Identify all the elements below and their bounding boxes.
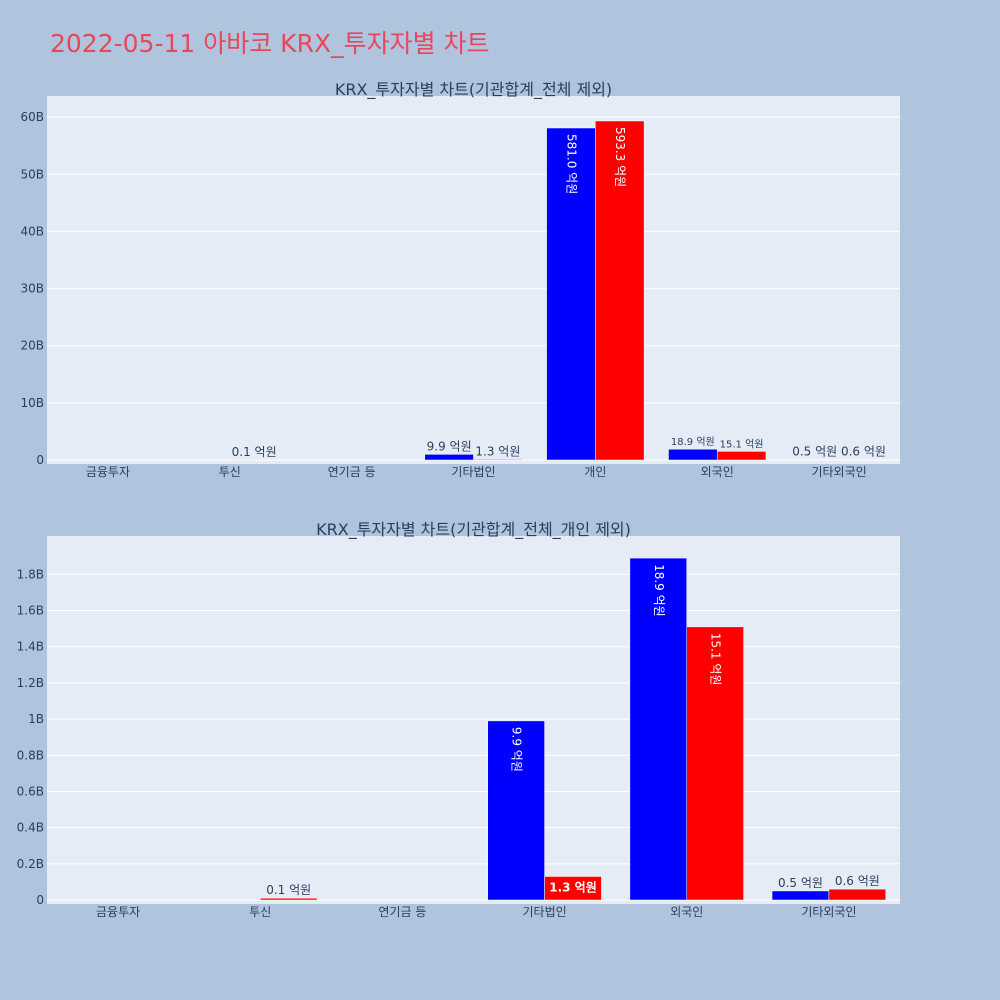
- x-tick-label: 금융투자: [86, 465, 130, 479]
- x-tick-label: 기타외국인: [801, 905, 856, 919]
- y-tick-label: 40B: [20, 224, 44, 238]
- data-label: 1.3 억원: [549, 880, 597, 894]
- y-tick-label: 1.4B: [17, 640, 44, 654]
- x-tick-label: 외국인: [670, 905, 703, 919]
- y-tick-label: 1.2B: [17, 676, 44, 690]
- data-label: 15.1 억원: [720, 438, 764, 450]
- data-label: 1.3 억원: [475, 444, 520, 458]
- x-tick-label: 개인: [584, 465, 606, 479]
- plot-area: [47, 536, 900, 904]
- data-label: 581.0 억원: [564, 134, 578, 194]
- y-tick-label: 0.8B: [17, 748, 44, 762]
- bar: [595, 120, 645, 461]
- data-label: 0.6 억원: [841, 445, 886, 459]
- data-label: 18.9 억원: [671, 436, 715, 448]
- bar: [487, 720, 545, 901]
- y-tick-label: 0: [36, 893, 44, 907]
- chart-2: 0 0.2B 0.4B 0.6B 0.8B 1B 1.2B 1.4B 1.6B 1.8B KRX_투…: [17, 520, 900, 919]
- data-label: 0.5 억원: [778, 876, 823, 890]
- y-tick-label: 0.6B: [17, 784, 44, 798]
- x-tick-label: 외국인: [701, 465, 734, 479]
- bar: [686, 626, 744, 901]
- y-tick-label: 50B: [20, 167, 44, 181]
- y-tick-label: 1.8B: [17, 567, 44, 581]
- bar: [424, 454, 474, 461]
- x-tick-label: 기타법인: [451, 465, 495, 479]
- y-tick-label: 30B: [20, 282, 44, 296]
- y-tick-label: 0.2B: [17, 857, 44, 871]
- data-label: 0.1 억원: [266, 883, 311, 897]
- x-tick-label: 기타법인: [522, 905, 566, 919]
- y-tick-label: 1B: [28, 712, 44, 726]
- bar: [546, 127, 596, 461]
- data-label: 9.9 억원: [427, 439, 472, 453]
- page-title: 2022-05-11 아바코 KRX_투자자별 차트: [50, 29, 490, 58]
- x-tick-label: 연기금 등: [328, 465, 376, 479]
- x-tick-label: 투신: [249, 905, 271, 919]
- data-label: 0.6 억원: [835, 874, 880, 888]
- data-label: 18.9 억원: [652, 564, 666, 617]
- data-label: 15.1 억원: [709, 633, 723, 686]
- x-tick-label: 연기금 등: [378, 905, 426, 919]
- data-label: 0.5 억원: [792, 445, 837, 459]
- bar: [260, 897, 318, 901]
- y-tick-label: 0: [36, 453, 44, 467]
- bar: [668, 448, 718, 461]
- y-tick-label: 0.4B: [17, 821, 44, 835]
- bar: [473, 459, 523, 461]
- data-label: 593.3 억원: [613, 127, 627, 187]
- x-tick-label: 금융투자: [96, 905, 140, 919]
- y-tick-label: 60B: [20, 110, 44, 124]
- x-tick-label: 투신: [219, 465, 241, 479]
- bar: [716, 451, 767, 461]
- bar: [629, 557, 688, 901]
- bar: [771, 890, 830, 901]
- y-tick-label: 1.6B: [17, 604, 44, 618]
- chart-1: 0 10B 20B 30B 40B 50B 60B KRX_투자자별 차트(기관합계_전체 제…: [20, 80, 900, 479]
- bar: [544, 876, 602, 901]
- y-tick-label: 20B: [20, 339, 44, 353]
- data-label: 0.1 억원: [232, 445, 277, 459]
- bar: [828, 888, 887, 901]
- x-tick-label: 기타외국인: [811, 465, 866, 479]
- y-tick-label: 10B: [20, 396, 44, 410]
- chart-title: KRX_투자자별 차트(기관합계_전체 제외): [335, 80, 612, 100]
- data-label: 9.9 억원: [510, 727, 524, 772]
- chart-title: KRX_투자자별 차트(기관합계_전체_개인 제외): [316, 520, 631, 540]
- plot-area: [47, 96, 900, 464]
